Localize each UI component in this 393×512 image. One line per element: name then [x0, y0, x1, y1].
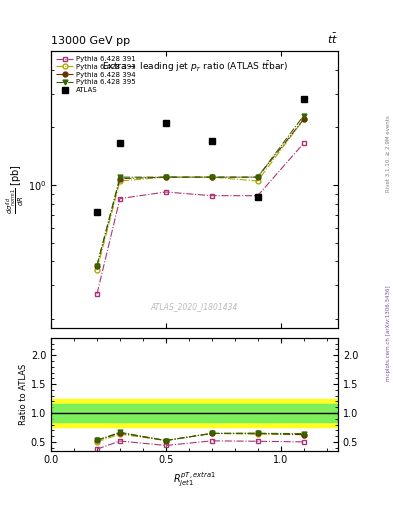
- ATLAS: [95, 209, 99, 216]
- Pythia 6.428 393: [118, 178, 122, 184]
- Pythia 6.428 394: [209, 174, 214, 180]
- Pythia 6.428 394: [255, 174, 260, 180]
- Text: Extra$\rightarrow$ leading jet $p_T$ ratio (ATLAS $t\bar{t}$bar): Extra$\rightarrow$ leading jet $p_T$ rat…: [101, 59, 288, 74]
- Pythia 6.428 393: [95, 267, 99, 273]
- Text: 13000 GeV pp: 13000 GeV pp: [51, 36, 130, 46]
- ATLAS: [209, 138, 214, 144]
- Bar: [51, 398, 338, 428]
- Pythia 6.428 395: [95, 263, 99, 269]
- Y-axis label: $\frac{d\sigma_{norm1}^{fid}}{dR}$ [pb]: $\frac{d\sigma_{norm1}^{fid}}{dR}$ [pb]: [5, 164, 26, 215]
- Pythia 6.428 394: [163, 174, 168, 180]
- ATLAS: [163, 120, 168, 126]
- X-axis label: $R_{jet1}^{pT,extra1}$: $R_{jet1}^{pT,extra1}$: [173, 471, 216, 489]
- Line: Pythia 6.428 393: Pythia 6.428 393: [95, 117, 306, 272]
- Pythia 6.428 393: [301, 116, 306, 122]
- Line: ATLAS: ATLAS: [94, 96, 307, 216]
- Text: $t\bar{t}$: $t\bar{t}$: [327, 31, 338, 46]
- Pythia 6.428 394: [301, 116, 306, 122]
- Pythia 6.428 395: [209, 174, 214, 180]
- Pythia 6.428 391: [209, 193, 214, 199]
- Line: Pythia 6.428 395: Pythia 6.428 395: [95, 113, 306, 268]
- Text: ATLAS_2020_I1801434: ATLAS_2020_I1801434: [151, 302, 238, 311]
- Pythia 6.428 394: [95, 263, 99, 269]
- Pythia 6.428 393: [163, 174, 168, 180]
- Pythia 6.428 393: [255, 178, 260, 184]
- Pythia 6.428 391: [163, 189, 168, 195]
- Y-axis label: Ratio to ATLAS: Ratio to ATLAS: [19, 364, 28, 425]
- Pythia 6.428 391: [95, 291, 99, 297]
- Pythia 6.428 395: [255, 174, 260, 180]
- Pythia 6.428 391: [301, 140, 306, 146]
- Bar: [51, 404, 338, 422]
- Pythia 6.428 391: [118, 196, 122, 202]
- ATLAS: [255, 194, 260, 200]
- Pythia 6.428 395: [301, 113, 306, 119]
- ATLAS: [118, 140, 122, 146]
- Pythia 6.428 394: [118, 176, 122, 182]
- Text: Rivet 3.1.10, ≥ 2.9M events: Rivet 3.1.10, ≥ 2.9M events: [386, 115, 391, 192]
- Legend: Pythia 6.428 391, Pythia 6.428 393, Pythia 6.428 394, Pythia 6.428 395, ATLAS: Pythia 6.428 391, Pythia 6.428 393, Pyth…: [55, 55, 137, 94]
- Pythia 6.428 391: [255, 193, 260, 199]
- Pythia 6.428 393: [209, 174, 214, 180]
- ATLAS: [301, 96, 306, 102]
- Pythia 6.428 395: [163, 174, 168, 180]
- Pythia 6.428 395: [118, 174, 122, 180]
- Line: Pythia 6.428 394: Pythia 6.428 394: [95, 117, 306, 268]
- Text: mcplots.cern.ch [arXiv:1306.3436]: mcplots.cern.ch [arXiv:1306.3436]: [386, 285, 391, 380]
- Line: Pythia 6.428 391: Pythia 6.428 391: [95, 141, 306, 296]
